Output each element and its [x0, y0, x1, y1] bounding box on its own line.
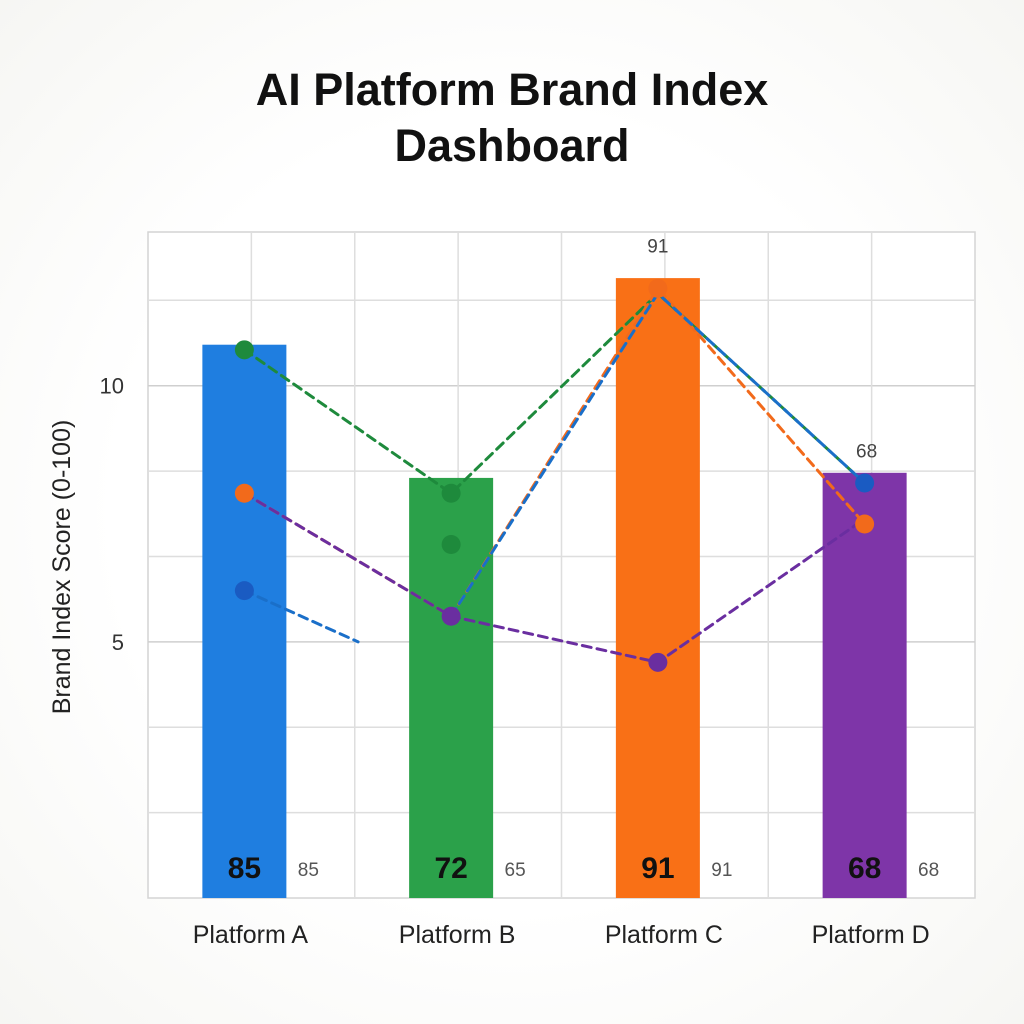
series-point [855, 473, 875, 493]
chart-title-line-1: AI Platform Brand Index [255, 64, 769, 115]
series-line [242, 589, 360, 644]
series-point [648, 278, 668, 298]
bar-side-label: 91 [711, 860, 732, 881]
series-point [855, 514, 875, 534]
x-tick-label: Platform C [605, 921, 723, 949]
series-point [234, 483, 254, 503]
chart-title-line-2: Dashboard [394, 120, 630, 171]
bar-platform-a [202, 344, 287, 898]
x-tick-label: Platform B [399, 921, 516, 949]
y-tick-label: 10 [100, 374, 124, 399]
series-point [648, 652, 668, 672]
series-point [234, 581, 254, 601]
series-point [234, 340, 254, 360]
x-tick-label: Platform D [812, 921, 930, 949]
chart-title: AI Platform Brand Index Dashboard [112, 62, 912, 174]
bar-side-label: 65 [505, 860, 526, 881]
x-tick-label: Platform A [193, 921, 309, 949]
series-point [441, 606, 461, 626]
series-line [242, 491, 867, 664]
series-point [441, 535, 461, 555]
bar-value-label: 68 [848, 852, 881, 885]
bar-platform-d [822, 472, 907, 898]
series-point [441, 483, 461, 503]
bar-side-label: 68 [918, 860, 939, 881]
bar-side-label: 85 [298, 860, 319, 881]
y-axis-label: Brand Index Score (0-100) [48, 420, 76, 715]
bar-value-label: 85 [228, 852, 261, 885]
bar-platform-c [615, 278, 700, 899]
bar-value-label: 72 [434, 852, 467, 885]
y-tick-label: 5 [112, 630, 124, 655]
bar-top-label: 91 [647, 236, 668, 257]
bar-top-label: 68 [856, 441, 877, 462]
bar-value-label: 91 [641, 852, 674, 885]
